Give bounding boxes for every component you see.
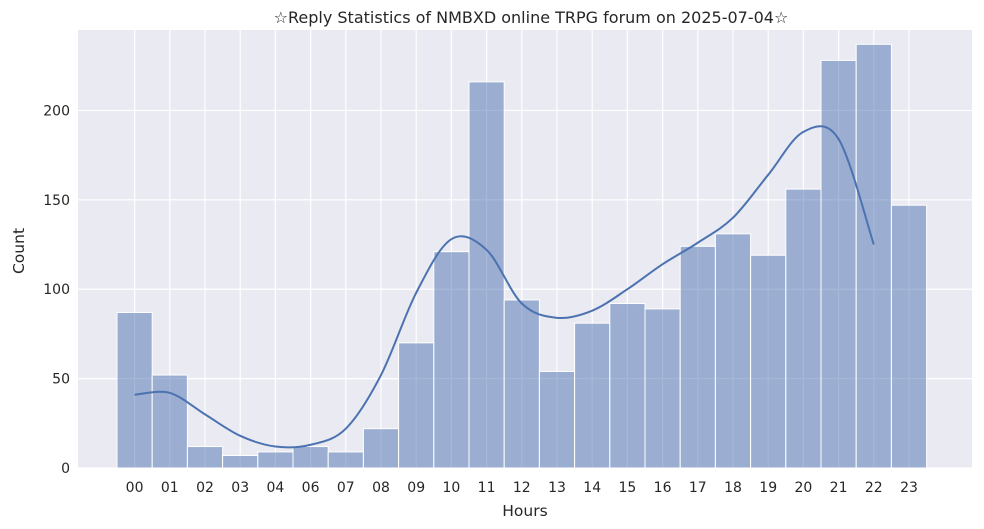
histogram-bar-07 <box>327 451 364 469</box>
x-tick-label-08: 08 <box>372 480 390 496</box>
y-tick-label: 100 <box>43 282 70 298</box>
x-tick-label-17: 17 <box>689 480 707 496</box>
x-tick-label-01: 01 <box>161 480 179 496</box>
x-axis-label: Hours <box>502 502 547 520</box>
histogram-bar-23 <box>890 204 928 469</box>
x-tick-label-16: 16 <box>654 480 672 496</box>
y-tick-label: 200 <box>43 103 70 119</box>
x-tick-label-12: 12 <box>513 480 531 496</box>
x-tick-label-15: 15 <box>618 480 636 496</box>
histogram-bar-08 <box>362 428 400 469</box>
histogram-bar-14 <box>574 322 611 469</box>
histogram-bar-19 <box>750 254 787 469</box>
histogram-bar-12 <box>503 299 540 469</box>
histogram-bar-20 <box>785 188 822 469</box>
x-tick-labels: 00 01 02 03 04 06 07 08 09 10 11 12 13 14 15 16 17 18 19 20… <box>126 480 918 496</box>
x-tick-label-18: 18 <box>724 480 742 496</box>
histogram-bar-18 <box>714 233 752 469</box>
y-tick-label: 0 <box>61 461 70 477</box>
histogram-bar-11 <box>468 81 505 469</box>
histogram-bar-22 <box>855 43 892 469</box>
histogram-bar-03 <box>222 454 259 469</box>
x-tick-label-23: 23 <box>900 480 918 496</box>
x-tick-label-09: 09 <box>407 480 425 496</box>
histogram-bar-15 <box>609 303 646 469</box>
x-tick-label-21: 21 <box>830 480 848 496</box>
histogram-bar-13 <box>538 370 576 469</box>
x-tick-label-13: 13 <box>548 480 566 496</box>
x-tick-label-19: 19 <box>759 480 777 496</box>
histogram-bar-06 <box>292 446 329 469</box>
y-tick-labels: 0 50 100 150 200 <box>43 103 70 477</box>
x-tick-label-10: 10 <box>442 480 460 496</box>
x-tick-label-00: 00 <box>126 480 144 496</box>
histogram-bars <box>116 43 928 469</box>
y-tick-label: 50 <box>52 372 70 388</box>
x-tick-label-02: 02 <box>196 480 214 496</box>
x-tick-label-07: 07 <box>337 480 355 496</box>
kde-curve <box>134 125 875 449</box>
histogram-bar-21 <box>820 59 857 469</box>
y-axis-label: Count <box>10 228 28 274</box>
histogram-bar-17 <box>679 245 716 469</box>
histogram-bar-04 <box>257 451 294 469</box>
y-tick-label: 150 <box>43 193 70 209</box>
histogram-bar-16 <box>644 308 681 469</box>
histogram-bar-01 <box>151 374 188 469</box>
x-tick-label-11: 11 <box>478 480 496 496</box>
histogram-bar-09 <box>398 342 435 469</box>
chart-title: ☆Reply Statistics of NMBXD online TRPG f… <box>274 8 789 27</box>
x-tick-label-14: 14 <box>583 480 601 496</box>
x-tick-label-03: 03 <box>231 480 249 496</box>
x-tick-label-20: 20 <box>794 480 812 496</box>
x-tick-label-04: 04 <box>266 480 284 496</box>
x-tick-label-22: 22 <box>865 480 883 496</box>
x-tick-label-06: 06 <box>302 480 320 496</box>
histogram-bar-00 <box>116 311 153 469</box>
histogram-bar-02 <box>186 446 224 469</box>
histogram-bar-10 <box>433 251 470 469</box>
